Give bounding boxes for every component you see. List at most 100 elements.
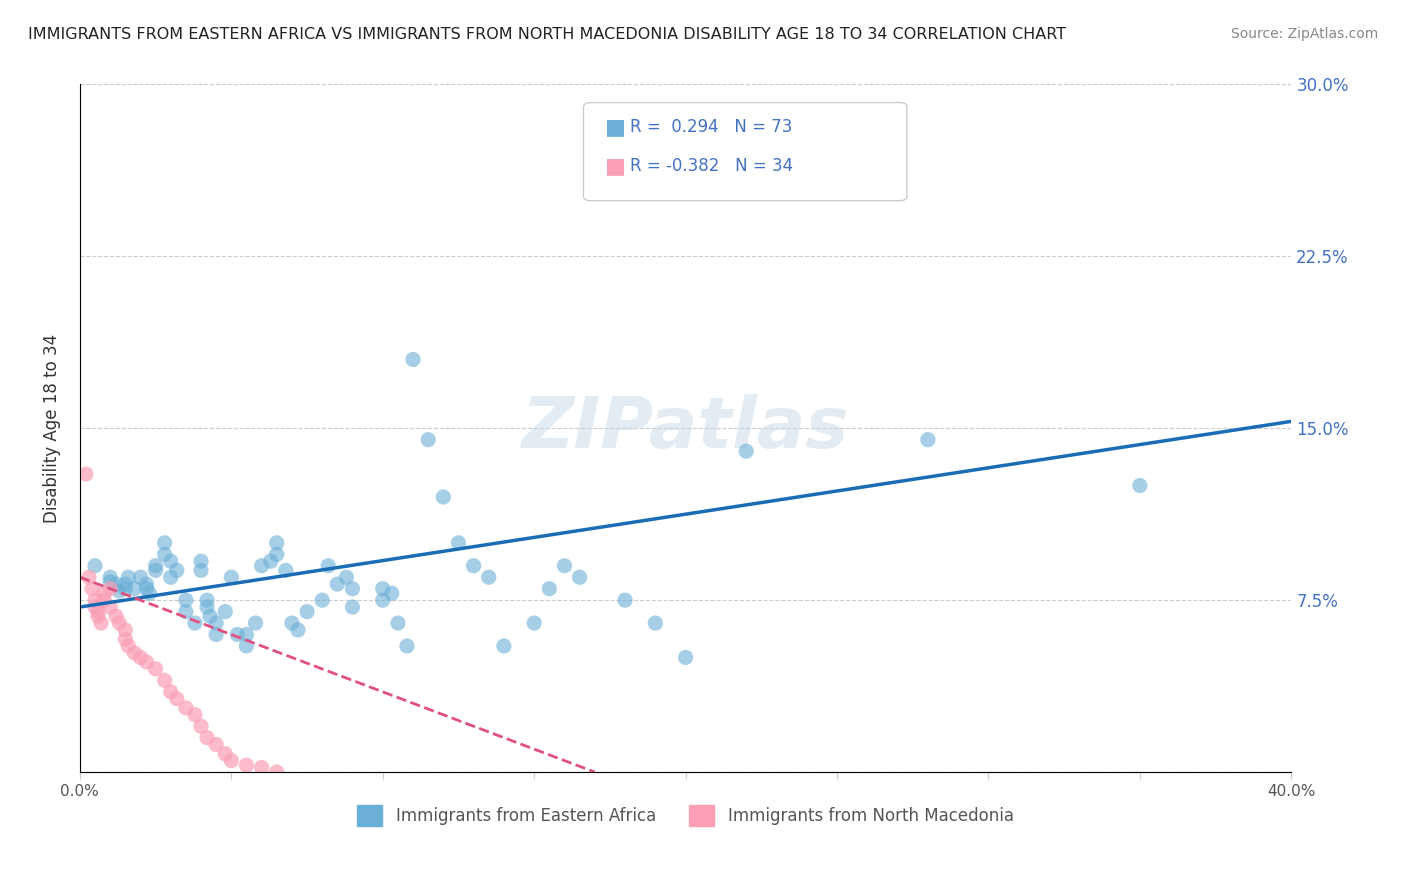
Immigrants from North Macedonia [77,570,100,584]
Immigrants from Eastern Africa [395,639,418,653]
Immigrants from Eastern Africa [205,627,228,641]
Immigrants from Eastern Africa [98,570,121,584]
Immigrants from Eastern Africa [381,586,404,600]
Immigrants from Eastern Africa [675,650,697,665]
Immigrants from Eastern Africa [538,582,561,596]
Immigrants from Eastern Africa [342,600,364,615]
Immigrants from North Macedonia [93,593,115,607]
Immigrants from Eastern Africa [124,582,146,596]
Immigrants from North Macedonia [221,754,243,768]
Immigrants from Eastern Africa [129,570,152,584]
Immigrants from Eastern Africa [281,616,304,631]
Immigrants from Eastern Africa [174,593,197,607]
Immigrants from Eastern Africa [117,570,139,584]
Immigrants from Eastern Africa [463,558,485,573]
Immigrants from Eastern Africa [195,600,218,615]
Immigrants from Eastern Africa [235,627,257,641]
Text: R =  0.294   N = 73: R = 0.294 N = 73 [630,118,792,136]
Immigrants from Eastern Africa [447,536,470,550]
Immigrants from Eastern Africa [135,582,157,596]
Text: R = -0.382   N = 34: R = -0.382 N = 34 [630,157,793,175]
Immigrants from Eastern Africa [250,558,273,573]
Immigrants from Eastern Africa [135,577,157,591]
Immigrants from Eastern Africa [387,616,409,631]
Immigrants from North Macedonia [214,747,236,761]
Immigrants from Eastern Africa [402,352,425,367]
Immigrants from Eastern Africa [198,609,221,624]
Immigrants from Eastern Africa [311,593,333,607]
Immigrants from North Macedonia [105,609,128,624]
Immigrants from Eastern Africa [523,616,546,631]
Immigrants from North Macedonia [166,691,188,706]
Immigrants from Eastern Africa [235,639,257,653]
Immigrants from Eastern Africa [195,593,218,607]
Immigrants from North Macedonia [80,582,103,596]
Immigrants from North Macedonia [205,738,228,752]
Immigrants from Eastern Africa [418,433,440,447]
Immigrants from North Macedonia [114,623,136,637]
Immigrants from Eastern Africa [266,547,288,561]
Immigrants from North Macedonia [87,605,110,619]
Text: ■: ■ [605,117,626,136]
Immigrants from Eastern Africa [114,582,136,596]
Immigrants from Eastern Africa [98,574,121,589]
Immigrants from North Macedonia [108,616,131,631]
Immigrants from North Macedonia [98,600,121,615]
Immigrants from North Macedonia [84,593,107,607]
Immigrants from Eastern Africa [166,563,188,577]
Immigrants from North Macedonia [190,719,212,733]
Immigrants from North Macedonia [90,616,112,631]
Immigrants from North Macedonia [235,758,257,772]
Immigrants from North Macedonia [195,731,218,745]
Text: Source: ZipAtlas.com: Source: ZipAtlas.com [1230,27,1378,41]
Immigrants from Eastern Africa [221,570,243,584]
Immigrants from Eastern Africa [266,536,288,550]
Immigrants from North Macedonia [75,467,97,481]
Immigrants from Eastern Africa [287,623,309,637]
Immigrants from Eastern Africa [335,570,357,584]
Immigrants from Eastern Africa [568,570,591,584]
Text: ZIPatlas: ZIPatlas [522,393,849,463]
Immigrants from North Macedonia [153,673,176,688]
Immigrants from Eastern Africa [105,577,128,591]
Immigrants from Eastern Africa [159,554,181,568]
Immigrants from Eastern Africa [644,616,666,631]
Immigrants from Eastern Africa [108,584,131,599]
Immigrants from North Macedonia [117,639,139,653]
Immigrants from Eastern Africa [316,558,339,573]
Immigrants from Eastern Africa [825,146,848,161]
Immigrants from North Macedonia [124,646,146,660]
Immigrants from Eastern Africa [1129,478,1152,492]
Immigrants from North Macedonia [266,765,288,780]
Immigrants from Eastern Africa [184,616,207,631]
Immigrants from North Macedonia [98,582,121,596]
Immigrants from Eastern Africa [190,563,212,577]
Immigrants from Eastern Africa [84,558,107,573]
Immigrants from North Macedonia [250,760,273,774]
Immigrants from Eastern Africa [432,490,454,504]
Immigrants from North Macedonia [174,701,197,715]
Immigrants from North Macedonia [135,655,157,669]
Immigrants from Eastern Africa [145,563,167,577]
Immigrants from North Macedonia [145,662,167,676]
Immigrants from North Macedonia [184,707,207,722]
Immigrants from Eastern Africa [478,570,501,584]
Immigrants from Eastern Africa [153,547,176,561]
Immigrants from Eastern Africa [371,593,394,607]
Text: ■: ■ [605,156,626,176]
Immigrants from Eastern Africa [735,444,758,458]
Immigrants from Eastern Africa [174,605,197,619]
Immigrants from Eastern Africa [138,586,160,600]
Immigrants from Eastern Africa [492,639,515,653]
Immigrants from Eastern Africa [190,554,212,568]
Immigrants from Eastern Africa [226,627,249,641]
Immigrants from Eastern Africa [553,558,575,573]
Immigrants from North Macedonia [87,609,110,624]
Immigrants from Eastern Africa [114,577,136,591]
Immigrants from Eastern Africa [214,605,236,619]
Immigrants from North Macedonia [93,586,115,600]
Immigrants from North Macedonia [159,685,181,699]
Immigrants from Eastern Africa [145,558,167,573]
Immigrants from Eastern Africa [159,570,181,584]
Immigrants from Eastern Africa [371,582,394,596]
